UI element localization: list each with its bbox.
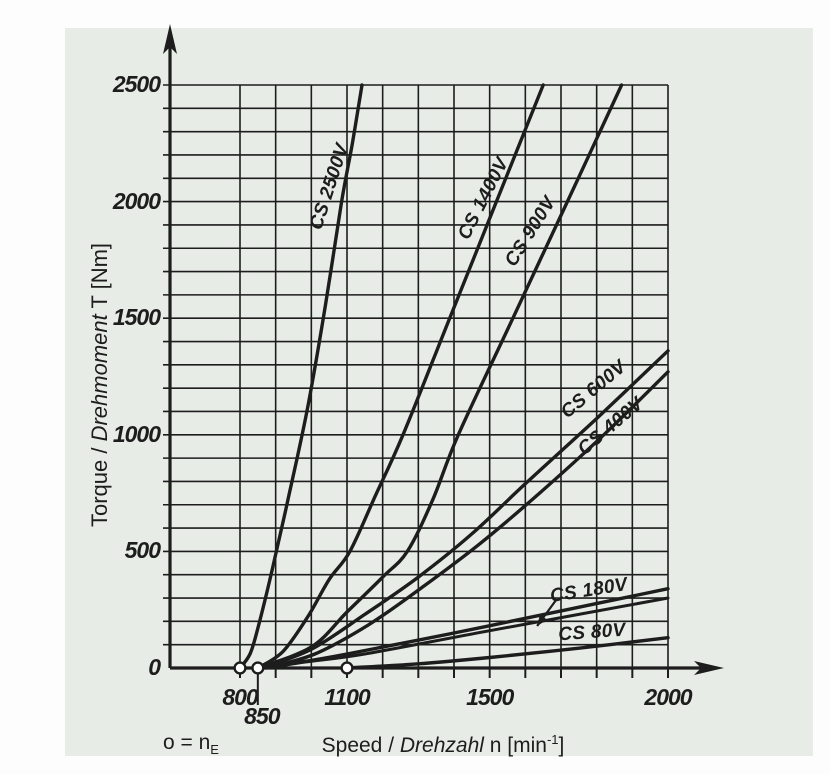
grid-lines	[163, 84, 669, 668]
curve-label-cs-80v: CS 80V	[557, 619, 627, 646]
y-title-de: Drehmoment	[87, 314, 112, 442]
x-title-de: Drehzahl	[399, 734, 484, 757]
y-tick-label: 500	[124, 537, 161, 564]
x-tick-label: 2000	[644, 684, 692, 710]
y-tick-label: 1500	[112, 304, 161, 331]
y-axis-title: Torque / Drehmoment T [Nm]	[87, 243, 113, 527]
ne-marker-legend: o = nE	[163, 731, 219, 757]
x-tick-label: 800	[222, 684, 258, 710]
axis-tick-marks	[239, 668, 669, 705]
y-title-unit: T [Nm]	[87, 242, 112, 315]
x-tick-label: 1100	[324, 684, 370, 710]
y-tick-label: 2000	[112, 187, 161, 214]
ne-legend-sub: E	[210, 742, 219, 758]
x-title-en: Speed /	[321, 734, 400, 757]
leader-arrow	[536, 599, 557, 627]
y-tick-label: 2500	[112, 71, 161, 97]
x-tick-label: 1500	[466, 684, 514, 710]
axes-with-arrows	[163, 24, 724, 675]
ne-circle-markers	[233, 661, 354, 675]
y-tick-label: 1000	[112, 420, 161, 447]
x-title-exponent: -1	[546, 732, 559, 747]
y-title-en: Torque /	[87, 441, 112, 528]
y-tick-label: 0	[148, 654, 161, 680]
ne-legend-text: o = n	[163, 731, 211, 754]
x-title-unit: n [min	[483, 734, 547, 757]
x-axis-title: Speed / Drehzahl n [min-1]	[322, 732, 565, 758]
x-tick-label: 850	[244, 703, 280, 729]
x-title-bracket: ]	[558, 734, 565, 757]
data-curves	[238, 83, 670, 670]
